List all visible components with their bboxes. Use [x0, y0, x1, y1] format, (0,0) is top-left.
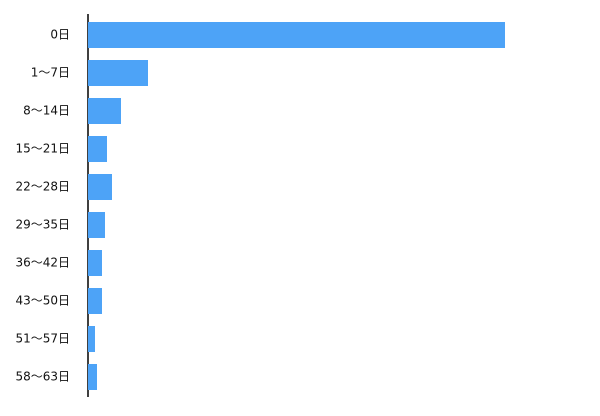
y-tick-label: 15〜21日 — [15, 142, 70, 156]
y-tick-label: 22〜28日 — [15, 180, 70, 194]
bar — [88, 288, 102, 314]
y-tick-label: 29〜35日 — [15, 218, 70, 232]
y-tick-label: 43〜50日 — [15, 294, 70, 308]
bar — [88, 22, 505, 48]
bar — [88, 212, 105, 238]
y-tick-label: 58〜63日 — [15, 370, 70, 384]
bar — [88, 250, 102, 276]
bar — [88, 174, 112, 200]
y-tick-label: 1〜7日 — [31, 66, 70, 80]
bar — [88, 60, 148, 86]
bar — [88, 136, 107, 162]
y-tick-label: 0日 — [50, 28, 70, 42]
y-tick-label: 51〜57日 — [15, 332, 70, 346]
y-tick-label: 8〜14日 — [23, 104, 70, 118]
bar — [88, 364, 97, 390]
bar — [88, 98, 121, 124]
y-tick-label: 36〜42日 — [15, 256, 70, 270]
bar — [88, 326, 95, 352]
